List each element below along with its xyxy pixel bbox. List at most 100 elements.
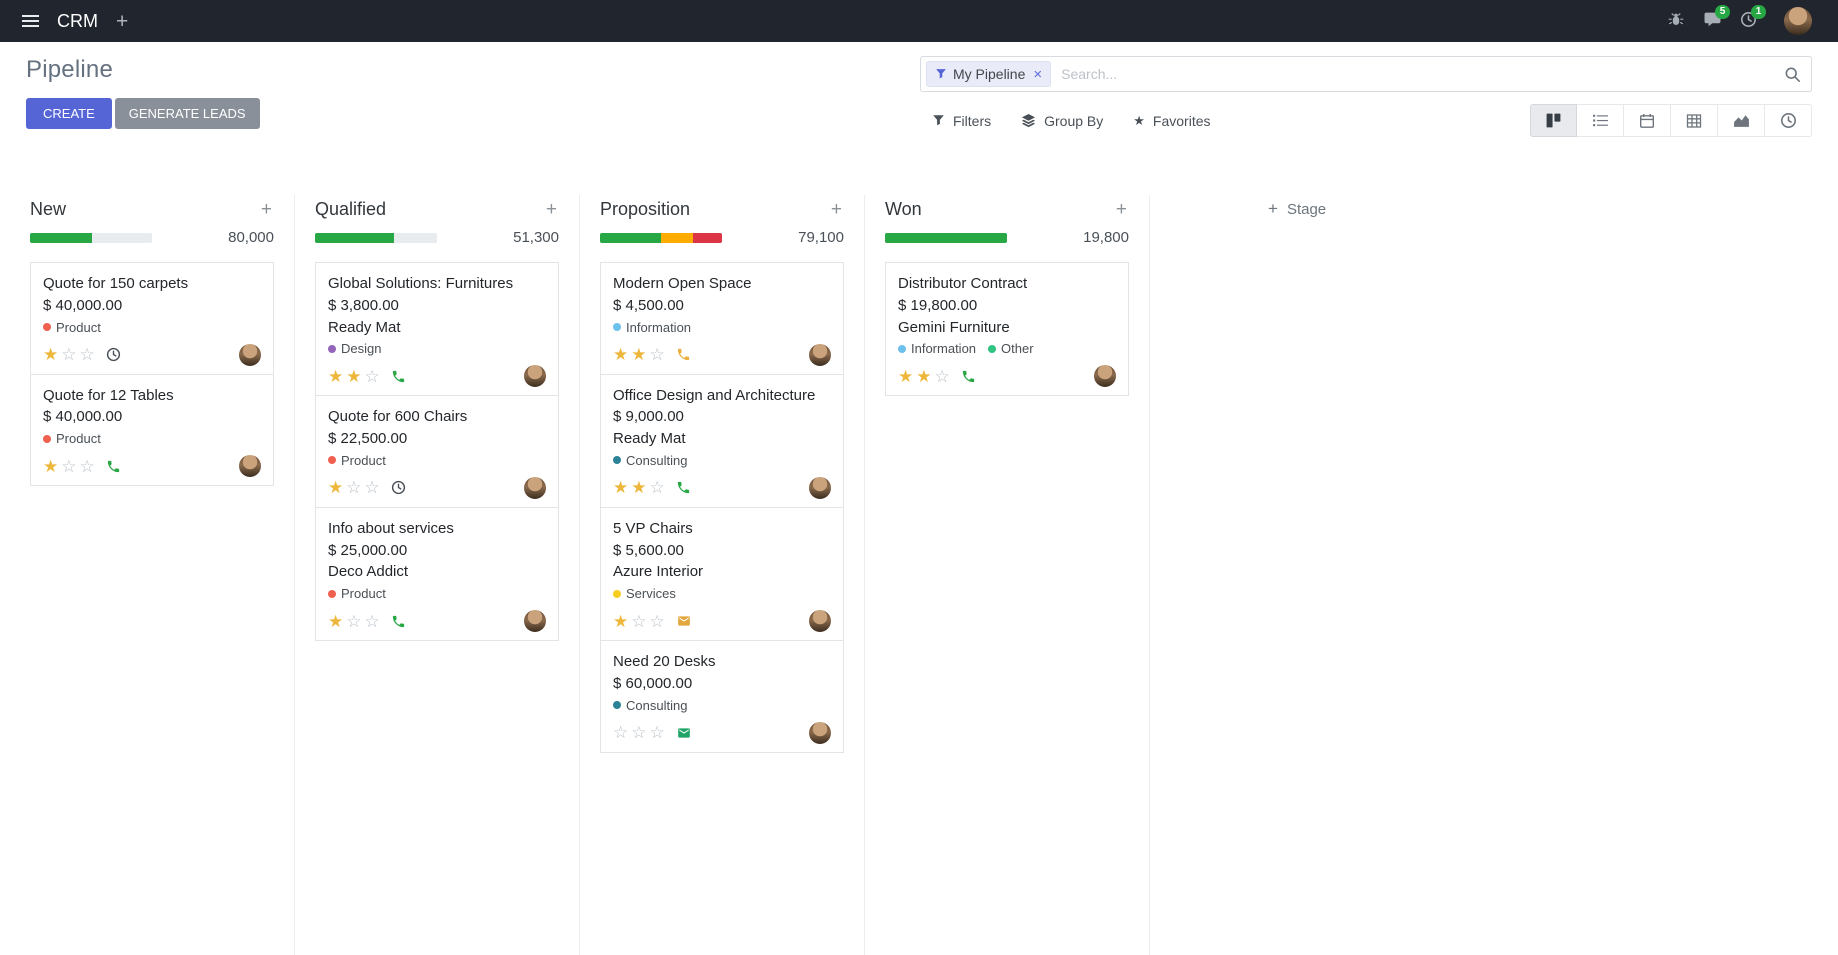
group-by-menu-button[interactable]: Group By	[1021, 113, 1103, 129]
assignee-avatar[interactable]	[239, 455, 261, 477]
star-filled-icon[interactable]: ★	[43, 456, 59, 476]
phone-activity-icon[interactable]	[676, 480, 691, 495]
search-icon[interactable]	[1784, 66, 1801, 83]
star-empty-icon[interactable]: ☆	[346, 478, 362, 498]
star-empty-icon[interactable]: ☆	[364, 478, 380, 498]
phone-activity-icon[interactable]	[106, 459, 121, 474]
progress-segment[interactable]	[661, 232, 693, 243]
star-empty-icon[interactable]: ☆	[649, 611, 665, 631]
star-filled-icon[interactable]: ★	[916, 366, 932, 386]
star-empty-icon[interactable]: ☆	[61, 345, 77, 364]
search-facet[interactable]: My Pipeline ×	[926, 61, 1052, 87]
favorites-menu-button[interactable]: ★ Favorites	[1133, 113, 1210, 129]
star-empty-icon[interactable]: ☆	[364, 366, 380, 386]
progress-segment[interactable]	[315, 232, 395, 243]
activity-view-button[interactable]	[1765, 104, 1812, 137]
phone-activity-icon[interactable]	[391, 369, 406, 384]
star-filled-icon[interactable]: ★	[631, 345, 647, 364]
column-title[interactable]: New	[30, 198, 67, 219]
star-empty-icon[interactable]: ☆	[631, 611, 647, 631]
user-menu-button[interactable]	[1766, 0, 1826, 42]
generate-leads-button[interactable]: GENERATE LEADS	[114, 98, 260, 129]
star-filled-icon[interactable]: ★	[43, 345, 59, 364]
new-tab-button[interactable]: +	[106, 0, 138, 42]
progress-segment[interactable]	[30, 232, 93, 243]
assignee-avatar[interactable]	[809, 343, 831, 366]
column-progressbar[interactable]	[315, 232, 437, 243]
clock-activity-icon[interactable]	[106, 347, 121, 362]
star-empty-icon[interactable]: ☆	[346, 611, 362, 631]
star-empty-icon[interactable]: ☆	[649, 478, 665, 498]
graph-view-button[interactable]	[1718, 104, 1765, 137]
column-quick-add-button[interactable]: +	[260, 198, 272, 220]
column-progressbar[interactable]	[30, 232, 152, 243]
assignee-avatar[interactable]	[524, 610, 546, 632]
star-filled-icon[interactable]: ★	[346, 366, 362, 386]
kanban-card[interactable]: Global Solutions: Furnitures $ 3,800.00 …	[315, 262, 559, 397]
kanban-card[interactable]: 5 VP Chairs $ 5,600.00 Azure Interior Se…	[600, 506, 844, 641]
star-empty-icon[interactable]: ☆	[631, 723, 647, 742]
phone-activity-icon[interactable]	[961, 369, 976, 384]
kanban-view-button[interactable]	[1530, 104, 1577, 137]
assignee-avatar[interactable]	[524, 476, 546, 499]
kanban-card[interactable]: Quote for 12 Tables $ 40,000.00 Product …	[30, 373, 274, 486]
progress-segment[interactable]	[692, 232, 722, 243]
search-input[interactable]	[1051, 66, 1784, 82]
star-empty-icon[interactable]: ☆	[649, 723, 665, 742]
column-progressbar[interactable]	[600, 232, 722, 243]
star-empty-icon[interactable]: ☆	[934, 366, 950, 386]
star-filled-icon[interactable]: ★	[613, 345, 629, 364]
clock-activity-icon[interactable]	[391, 480, 406, 495]
star-empty-icon[interactable]: ☆	[613, 723, 629, 742]
progress-segment[interactable]	[885, 232, 1007, 243]
add-stage-button[interactable]: + Stage	[1268, 195, 1326, 223]
kanban-card[interactable]: Quote for 150 carpets $ 40,000.00 Produc…	[30, 262, 274, 375]
assignee-avatar[interactable]	[809, 610, 831, 632]
star-empty-icon[interactable]: ☆	[61, 456, 77, 476]
kanban-card[interactable]: Distributor Contract $ 19,800.00 Gemini …	[885, 262, 1129, 397]
messages-button[interactable]: 5	[1694, 0, 1730, 42]
progress-segment[interactable]	[600, 232, 661, 243]
column-quick-add-button[interactable]: +	[1115, 198, 1127, 220]
activities-button[interactable]: 1	[1730, 0, 1766, 42]
star-empty-icon[interactable]: ☆	[79, 456, 95, 476]
column-progressbar[interactable]	[885, 232, 1007, 243]
star-empty-icon[interactable]: ☆	[79, 345, 95, 364]
phone-activity-icon[interactable]	[391, 614, 406, 629]
filters-menu-button[interactable]: Filters	[932, 113, 991, 129]
star-empty-icon[interactable]: ☆	[364, 611, 380, 631]
star-empty-icon[interactable]: ☆	[649, 345, 665, 364]
debug-button[interactable]	[1658, 0, 1694, 42]
star-filled-icon[interactable]: ★	[328, 478, 344, 498]
list-view-button[interactable]	[1577, 104, 1624, 137]
kanban-card[interactable]: Modern Open Space $ 4,500.00 Information…	[600, 262, 844, 375]
search-bar[interactable]: My Pipeline ×	[920, 56, 1812, 92]
create-button[interactable]: CREATE	[26, 98, 112, 129]
app-name[interactable]: CRM	[57, 10, 98, 31]
pivot-view-button[interactable]	[1671, 104, 1718, 137]
facet-remove-icon[interactable]: ×	[1033, 65, 1043, 83]
column-quick-add-button[interactable]: +	[830, 198, 842, 220]
kanban-card[interactable]: Office Design and Architecture $ 9,000.0…	[600, 373, 844, 508]
assignee-avatar[interactable]	[809, 721, 831, 744]
assignee-avatar[interactable]	[524, 365, 546, 388]
column-quick-add-button[interactable]: +	[545, 198, 557, 220]
star-filled-icon[interactable]: ★	[631, 478, 647, 498]
assignee-avatar[interactable]	[1094, 365, 1116, 388]
kanban-card[interactable]: Need 20 Desks $ 60,000.00 Consulting ☆ ☆ ☆	[600, 640, 844, 753]
apps-menu-button[interactable]	[12, 0, 49, 42]
column-title[interactable]: Proposition	[600, 198, 691, 219]
column-title[interactable]: Qualified	[315, 198, 387, 219]
assignee-avatar[interactable]	[809, 476, 831, 499]
column-title[interactable]: Won	[885, 198, 922, 219]
star-filled-icon[interactable]: ★	[898, 366, 914, 386]
star-filled-icon[interactable]: ★	[328, 366, 344, 386]
envelope-activity-icon[interactable]	[676, 614, 692, 628]
assignee-avatar[interactable]	[239, 343, 261, 366]
envelope-activity-icon[interactable]	[676, 726, 692, 740]
phone-activity-icon[interactable]	[676, 347, 691, 362]
kanban-card[interactable]: Info about services $ 25,000.00 Deco Add…	[315, 506, 559, 641]
star-filled-icon[interactable]: ★	[613, 478, 629, 498]
kanban-card[interactable]: Quote for 600 Chairs $ 22,500.00 Product…	[315, 395, 559, 508]
star-filled-icon[interactable]: ★	[328, 611, 344, 631]
